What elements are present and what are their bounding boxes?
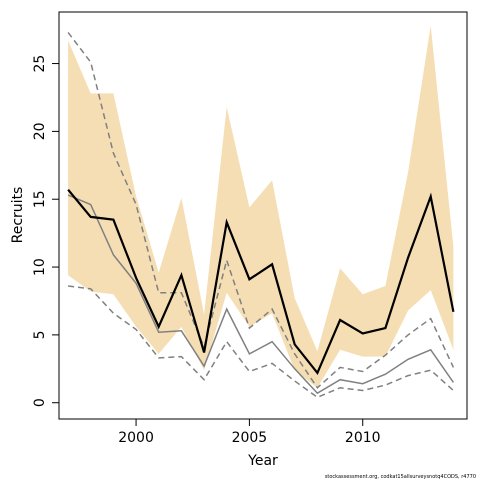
y-tick-label: 20 [32, 122, 48, 140]
x-tick-label: 2005 [232, 430, 268, 446]
y-axis-title: Recruits [10, 187, 26, 244]
y-tick-label: 5 [32, 330, 48, 339]
estimate-line [67, 188, 455, 376]
y-tick-label: 0 [32, 398, 48, 407]
plot-frame [58, 11, 468, 420]
source-note: stockassessment.org, codkat15allsurveysn… [325, 474, 476, 480]
axes-layer: 2000 2005 2010 0 5 10 15 20 25 [32, 55, 381, 446]
confidence-band [68, 25, 454, 388]
x-tick-label: 2010 [345, 430, 381, 446]
comparison-lower-line [68, 285, 454, 399]
plot-layer [67, 25, 455, 399]
x-axis-title: Year [247, 453, 278, 469]
y-tick-label: 15 [32, 190, 48, 208]
comparison-line [67, 194, 455, 395]
y-tick-label: 25 [32, 55, 48, 73]
y-tick-label: 10 [32, 258, 48, 276]
comparison-upper-line [67, 31, 455, 389]
x-tick-label: 2000 [118, 430, 154, 446]
